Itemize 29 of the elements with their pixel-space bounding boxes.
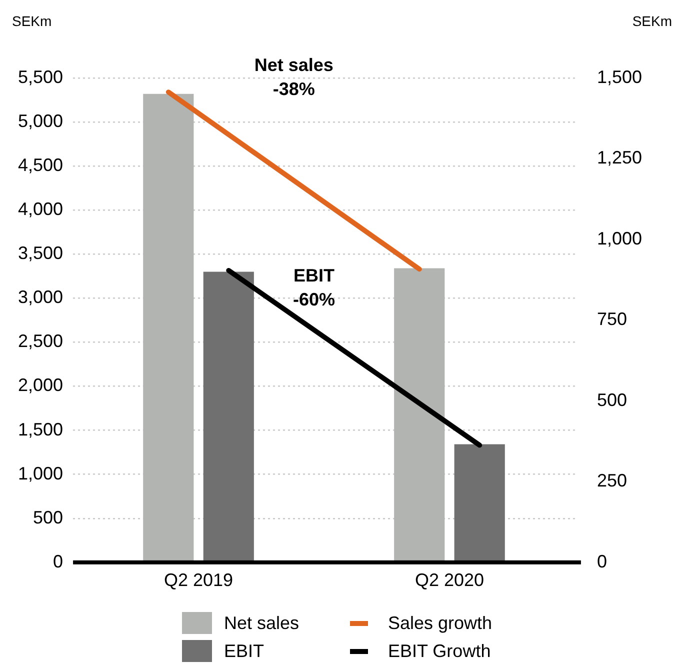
y2-axis-title: SEKm bbox=[632, 12, 672, 29]
legend-label: Sales growth bbox=[388, 612, 492, 634]
legend-label: EBIT Growth bbox=[388, 640, 491, 662]
legend-label: EBIT bbox=[224, 640, 264, 662]
y-tick-label: 2,000 bbox=[18, 375, 64, 396]
y2-tick-label: 250 bbox=[596, 470, 628, 491]
y2-tick-label: 750 bbox=[596, 309, 628, 330]
y-tick-label: 4,500 bbox=[18, 155, 64, 176]
y-tick-label: 5,000 bbox=[18, 111, 64, 132]
y-tick-label: 2,500 bbox=[18, 331, 64, 352]
x-tick-label: Q2 2019 bbox=[164, 570, 234, 590]
y-tick-label: 1,000 bbox=[18, 463, 64, 484]
y2-tick-label: 1,500 bbox=[596, 66, 642, 87]
y-tick-label: 4,000 bbox=[18, 199, 64, 220]
y-tick-label: 3,000 bbox=[18, 287, 64, 308]
y-tick-label: 3,500 bbox=[18, 243, 64, 264]
y-tick-label: 0 bbox=[53, 551, 64, 572]
y2-tick-label: 0 bbox=[596, 551, 607, 572]
annotation: EBIT -60% bbox=[292, 266, 335, 310]
annotation: Net sales -38% bbox=[254, 54, 334, 99]
y-tick-label: 500 bbox=[32, 507, 64, 528]
y-tick-label: 5,500 bbox=[18, 66, 64, 87]
y2-tick-label: 1,000 bbox=[596, 228, 642, 248]
y-axis-title: SEKm bbox=[12, 12, 52, 29]
x-tick-label: Q2 2020 bbox=[414, 570, 484, 590]
legend-label: Net sales bbox=[224, 612, 300, 634]
y-tick-label: 1,500 bbox=[18, 419, 64, 440]
y2-tick-label: 500 bbox=[596, 390, 628, 410]
y2-tick-label: 1,250 bbox=[596, 148, 642, 168]
